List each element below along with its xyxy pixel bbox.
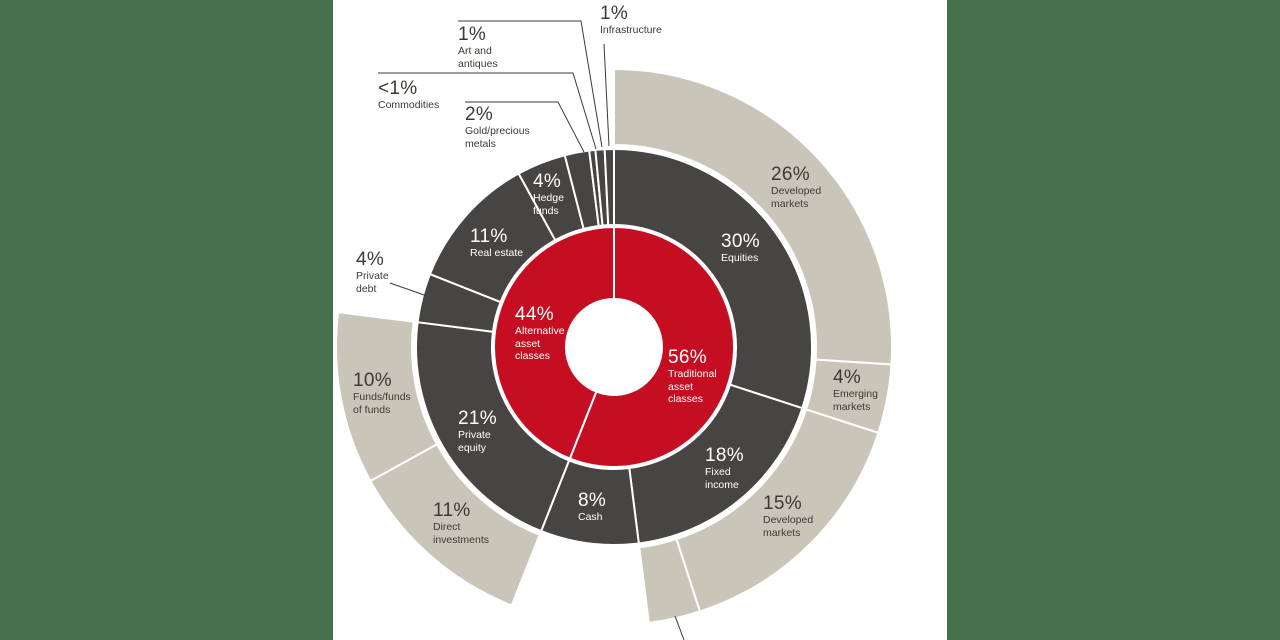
leader-gold-precious-metals (465, 101, 585, 153)
green-sidebar-right (947, 0, 1280, 640)
segment-infrastructure (603, 148, 615, 227)
leader-commodities (378, 72, 597, 150)
leader-art-and-antiques (458, 20, 603, 148)
segment-fixed-income (628, 383, 804, 545)
segment-equities (613, 148, 813, 410)
leader-private-debt (389, 282, 428, 297)
green-sidebar-left (0, 0, 333, 640)
leader-infrastructure (603, 43, 610, 147)
segment-traditional-asset-classes (568, 226, 736, 468)
segment-private-equity (415, 321, 571, 533)
segment-alternative-asset-classes (493, 226, 615, 460)
segment-fixed-income-small-segment (638, 538, 701, 624)
leader-bottom-cut-off (674, 615, 685, 640)
segment-equities-developed-markets (613, 68, 893, 366)
segment-private-equity-funds-of-funds (335, 311, 438, 482)
